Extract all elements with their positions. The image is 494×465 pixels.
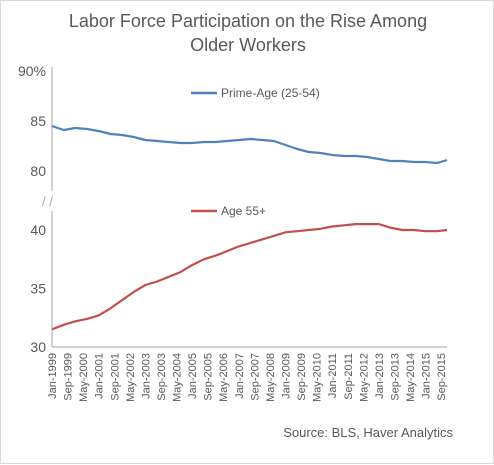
axis-break-mark: / / (42, 194, 53, 209)
x-tick-label: Sep-2005 (203, 353, 215, 401)
x-tick-label: May-2002 (125, 353, 137, 402)
x-tick-label: Jan-2005 (187, 353, 199, 399)
age-55-plus-ytick-0: 40 (30, 222, 46, 238)
x-tick-label: Jan-2001 (94, 353, 106, 399)
x-tick-label: Jan-2003 (140, 353, 152, 399)
x-tick-label: May-2012 (358, 353, 370, 402)
prime-age-ytick-0: 90% (18, 63, 46, 79)
x-tick-label: May-2008 (265, 353, 277, 402)
x-tick-label: May-2014 (405, 353, 417, 402)
x-tick-label: Sep-2015 (436, 353, 448, 401)
age-55-plus-ytick-2: 30 (30, 339, 46, 355)
title-line-2: Older Workers (190, 35, 306, 55)
prime-age-series-line (51, 124, 448, 165)
x-tick-label: Sep-2001 (109, 353, 121, 401)
x-tick-label: May-2010 (312, 353, 324, 402)
x-tick-label: Jan-2007 (234, 353, 246, 399)
x-tick-label: Sep-2007 (249, 353, 261, 401)
x-tick-label: Sep-1999 (63, 353, 75, 401)
x-tick-label: Sep-2011 (343, 353, 355, 400)
title-line-1: Labor Force Participation on the Rise Am… (68, 11, 428, 31)
x-tick-label: Jan-2009 (281, 353, 293, 399)
x-tick-label: Jan-2015 (421, 353, 433, 399)
age-55-plus-series-line (51, 223, 448, 331)
x-tick-label: May-2006 (218, 353, 230, 402)
x-tick-label: Sep-2003 (156, 353, 168, 401)
x-tick-label: Jan-2011 (327, 353, 339, 398)
x-tick-label: May-2004 (172, 353, 184, 402)
prime-age-ytick-2: 80 (30, 163, 46, 179)
age-55-plus-legend-label: Age 55+ (221, 204, 266, 218)
chart-title: Labor Force Participation on the Rise Am… (1, 9, 494, 57)
x-tick-label: Sep-2009 (296, 353, 308, 401)
x-tick-label: Jan-1999 (47, 353, 59, 399)
x-tick-label: Sep-2013 (390, 353, 402, 401)
age-55-plus-ytick-1: 35 (30, 281, 46, 297)
source-note: Source: BLS, Haver Analytics (283, 425, 453, 440)
x-tick-label: May-2000 (78, 353, 90, 402)
x-tick-label: Jan-2013 (374, 353, 386, 399)
prime-age-legend-label: Prime-Age (25-54) (221, 86, 320, 100)
prime-age-ytick-1: 85 (30, 113, 46, 129)
